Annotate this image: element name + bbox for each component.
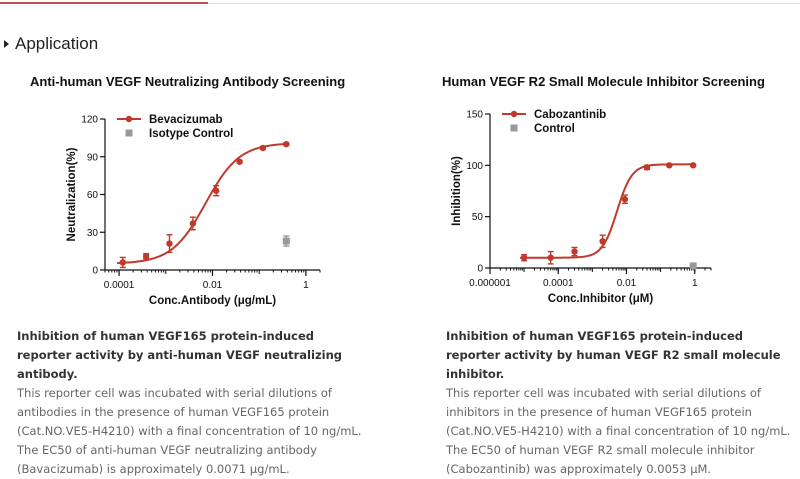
chart-title-antibody: Anti-human VEGF Neutralizing Antibody Sc…: [30, 74, 346, 89]
top-divider-accent: [0, 2, 208, 4]
x-axis-label: Conc.Antibody (μg/mL): [149, 295, 276, 307]
x-tick-label: 1: [692, 278, 698, 289]
legend-marker: [125, 129, 133, 137]
y-tick-label: 50: [472, 212, 484, 223]
legend-label: Isotype Control: [149, 128, 233, 140]
data-point: [189, 220, 197, 227]
fit-curve: [117, 142, 287, 265]
legend-marker: [510, 124, 518, 132]
x-tick-label: 0.01: [203, 280, 223, 291]
legend-marker: [125, 115, 133, 123]
description-line: antibodies in the presence of human VEGF…: [17, 405, 330, 419]
y-tick-label: 60: [87, 190, 99, 201]
data-point: [571, 248, 578, 255]
description-line: (Cat.NO.VE5-H4210) with a final concentr…: [446, 424, 791, 438]
x-tick-label: 0.0001: [104, 280, 135, 291]
x-axis-label: Conc.Inhibitor (μM): [548, 293, 654, 305]
y-tick-label: 0: [92, 266, 98, 277]
chart-inhibitor-screening: 0 50 100 150 0.000001 0.0001 0.01 1 Conc.Inhibit…: [451, 109, 712, 305]
data-point: [259, 144, 267, 152]
data-point: [119, 259, 126, 266]
data-point: [520, 254, 528, 261]
description-line: inhibitors in the presence of human VEGF…: [446, 405, 752, 419]
description-inhibitor: Inhibition of human VEGF165 protein-indu…: [446, 327, 791, 479]
data-point: [643, 164, 651, 171]
data-point: [166, 240, 173, 247]
x-tick-label: 0.0001: [543, 278, 574, 289]
y-axis-label: Inhibition(%): [451, 156, 463, 226]
data-point: [599, 238, 606, 245]
chart-title-inhibitor: Human VEGF R2 Small Molecule Inhibitor S…: [442, 74, 765, 89]
data-point: [283, 140, 290, 148]
top-divider: [0, 3, 800, 4]
data-point: [689, 162, 697, 169]
y-tick-label: 0: [477, 264, 483, 275]
y-axis-label: Neutralization(%): [66, 147, 78, 241]
legend-label: Bevacizumab: [149, 114, 223, 126]
data-point: [621, 196, 629, 203]
data-point: [547, 254, 554, 261]
data-point: [666, 162, 673, 169]
section-bullet-icon: [4, 40, 9, 48]
legend-marker: [510, 110, 518, 118]
data-point: [142, 252, 150, 260]
chart-antibody-screening: 0 30 60 90 120 0.0001 0.01 1 Conc.Antibody (μg/m…: [66, 114, 321, 307]
description-line: This reporter cell was incubated with se…: [446, 386, 761, 400]
x-tick-label: 0.000001: [469, 278, 511, 289]
description-line: The EC50 of anti-human VEGF neutralizing…: [17, 443, 317, 457]
y-tick-label: 100: [466, 161, 483, 172]
description-inhibitor-summary: Inhibition of human VEGF165 protein-indu…: [446, 329, 781, 381]
fit-curve: [520, 163, 694, 259]
description-antibody-summary: Inhibition of human VEGF165 protein-indu…: [17, 329, 342, 381]
data-point: [282, 237, 290, 245]
legend-label: Control: [534, 123, 575, 135]
y-tick-label: 120: [81, 115, 98, 126]
data-point: [212, 187, 220, 194]
x-tick-label: 1: [303, 280, 309, 291]
description-line: (Cabozantinib) was approximately 0.0053 …: [446, 462, 712, 476]
description-line: (Cat.NO.VE5-H4210) with a final concentr…: [17, 424, 362, 438]
data-point: [236, 158, 243, 165]
x-tick-label: 0.01: [617, 278, 637, 289]
y-tick-label: 30: [87, 228, 99, 239]
description-line: The EC50 of human VEGF R2 small molecule…: [446, 443, 755, 457]
y-tick-label: 90: [87, 152, 99, 163]
description-line: This reporter cell was incubated with se…: [17, 386, 332, 400]
description-line: (Bavacizumab) is approximately 0.0071 μg…: [17, 462, 290, 476]
section-title: Application: [15, 34, 99, 53]
legend-label: Cabozantinib: [534, 109, 606, 121]
data-point: [689, 262, 697, 270]
y-tick-label: 150: [466, 110, 483, 121]
description-antibody: Inhibition of human VEGF165 protein-indu…: [17, 327, 362, 479]
